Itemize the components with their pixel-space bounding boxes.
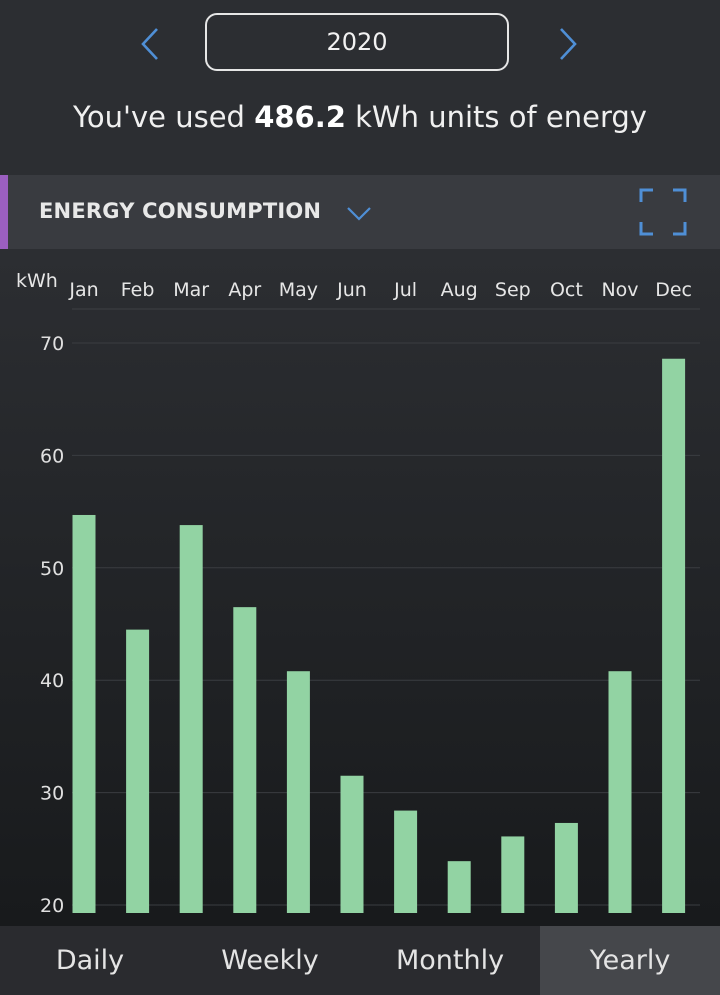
tab-daily-label: Daily	[55, 945, 125, 976]
x-tick-label-mar: Mar	[173, 279, 209, 301]
bar-aug[interactable]	[447, 861, 471, 913]
bar-may[interactable]	[286, 671, 310, 913]
section-accent-bar	[0, 175, 8, 249]
bar-jan[interactable]	[72, 514, 96, 913]
chevron-right-icon	[560, 28, 577, 60]
tab-yearly-label: Yearly	[589, 945, 671, 976]
energy-bar-chart: kWh 20 30 40 50 60 70 Jan Feb Mar Apr May Jun Jul Aug…	[16, 270, 700, 917]
next-year-button[interactable]	[548, 22, 588, 66]
bar-sep[interactable]	[501, 836, 525, 913]
chart-area: kWh 20 30 40 50 60 70 Jan Feb Mar Apr May Jun Jul Aug…	[0, 249, 720, 926]
bar-jun[interactable]	[340, 775, 364, 913]
x-tick-label-feb: Feb	[121, 279, 155, 301]
period-tabs: Daily Weekly Monthly Yearly	[0, 926, 720, 995]
usage-summary: You've used 486.2 kWh units of energy	[0, 100, 720, 134]
x-tick-label-may: May	[279, 279, 318, 301]
y-tick-label: 30	[40, 783, 64, 805]
bar-oct[interactable]	[554, 822, 578, 913]
x-tick-label-jun: Jun	[336, 279, 367, 301]
y-axis-label: kWh	[16, 270, 58, 292]
y-tick-label: 20	[40, 895, 64, 917]
tab-weekly[interactable]: Weekly	[180, 926, 360, 995]
section-header: ENERGY CONSUMPTION	[0, 175, 720, 249]
section-title: ENERGY CONSUMPTION	[39, 199, 322, 223]
bar-feb[interactable]	[126, 629, 150, 913]
y-tick-label: 70	[40, 333, 64, 355]
usage-prefix: You've used	[73, 100, 255, 134]
bar-apr[interactable]	[233, 607, 257, 913]
tab-yearly[interactable]: Yearly	[540, 926, 720, 995]
x-tick-label-nov: Nov	[601, 279, 638, 301]
tab-monthly[interactable]: Monthly	[360, 926, 540, 995]
tab-weekly-label: Weekly	[221, 945, 319, 976]
prev-year-button[interactable]	[130, 22, 170, 66]
chevron-left-icon	[141, 28, 158, 60]
tab-monthly-label: Monthly	[395, 945, 505, 976]
bar-dec[interactable]	[662, 358, 686, 914]
x-tick-label-apr: Apr	[228, 279, 261, 301]
x-tick-label-sep: Sep	[495, 279, 531, 301]
expand-button[interactable]	[638, 187, 688, 237]
bar-jul[interactable]	[394, 810, 418, 913]
y-tick-label: 60	[40, 445, 64, 467]
x-tick-label-jul: Jul	[393, 279, 417, 301]
bar-mar[interactable]	[179, 525, 203, 913]
x-tick-label-jan: Jan	[68, 279, 98, 301]
usage-value: 486.2	[254, 100, 346, 134]
year-label: 2020	[326, 28, 388, 56]
year-selector[interactable]: 2020	[205, 13, 509, 71]
x-tick-label-oct: Oct	[550, 279, 583, 301]
bar-nov[interactable]	[608, 671, 632, 913]
x-tick-label-aug: Aug	[441, 279, 478, 301]
usage-suffix: kWh units of energy	[345, 100, 647, 134]
tab-daily[interactable]: Daily	[0, 926, 180, 995]
chevron-down-icon	[347, 207, 371, 221]
x-tick-label-dec: Dec	[655, 279, 692, 301]
expand-icon	[639, 188, 687, 236]
top-bar: 2020 You've used 486.2 kWh units of ener…	[0, 0, 720, 175]
section-dropdown-button[interactable]	[344, 200, 374, 226]
y-tick-label: 40	[40, 670, 64, 692]
y-tick-label: 50	[40, 558, 64, 580]
